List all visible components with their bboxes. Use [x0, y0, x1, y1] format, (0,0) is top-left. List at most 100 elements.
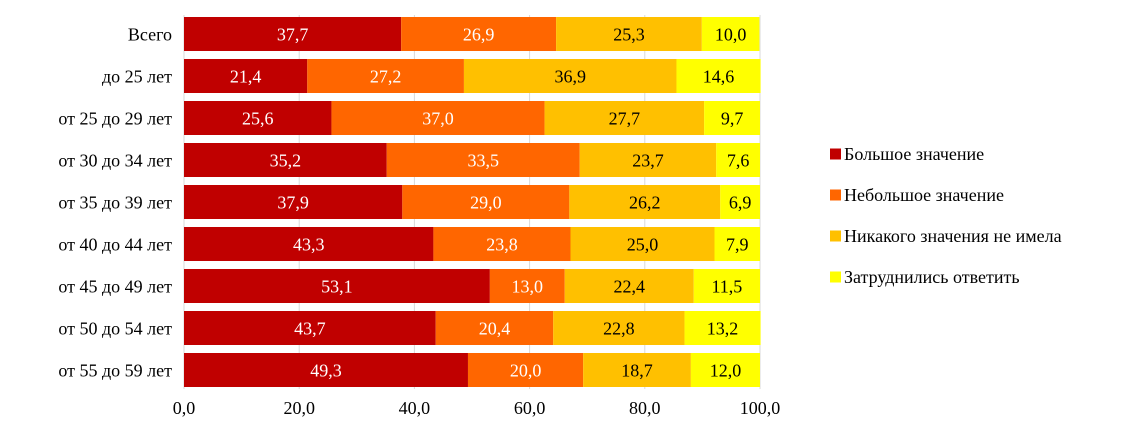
bar-segment	[402, 185, 570, 219]
bar-row: 25,6 37,0 27,7 9,7	[184, 101, 760, 135]
data-label: 27,2	[370, 67, 402, 87]
bar-segment	[184, 101, 332, 135]
bar-segment	[184, 59, 308, 93]
bar-row: 43,3 23,8 25,0 7,9	[184, 227, 760, 261]
data-label: 25,0	[627, 235, 659, 255]
bar-segment	[184, 311, 436, 345]
legend-label: Небольшое значение	[844, 185, 1004, 205]
bar-segment	[676, 59, 761, 93]
data-label: 9,7	[721, 109, 744, 129]
x-tick-label: 100,0	[740, 398, 781, 418]
category-label: от 30 до 34 лет	[58, 151, 172, 171]
bars: 37,7 26,9 25,3 10,0 21,4 27,2 36,9 14,6 25,6 37,0…	[184, 17, 761, 387]
bar-segment	[693, 269, 760, 303]
data-label: 25,6	[242, 109, 274, 129]
legend: Большое значение Небольшое значение Никако…	[830, 144, 1062, 287]
bar-segment	[569, 185, 721, 219]
bar-segment	[556, 17, 702, 51]
bar-segment	[714, 227, 760, 261]
bar-segment	[684, 311, 761, 345]
data-label: 27,7	[609, 109, 641, 129]
data-label: 53,1	[321, 277, 353, 297]
data-label: 37,9	[277, 193, 309, 213]
data-label: 18,7	[621, 361, 653, 381]
data-label: 10,0	[715, 25, 747, 45]
bar-segment	[690, 353, 760, 387]
bar-segment	[704, 101, 760, 135]
data-label: 25,3	[613, 25, 645, 45]
bar-row: 37,9 29,0 26,2 6,9	[184, 185, 760, 219]
data-label: 11,5	[711, 277, 742, 297]
bar-segment	[386, 143, 580, 177]
legend-label: Затруднились ответить	[844, 267, 1020, 287]
data-label: 26,2	[629, 193, 661, 213]
data-label: 14,6	[703, 67, 735, 87]
category-label: от 50 до 54 лет	[58, 319, 172, 339]
legend-swatch	[830, 148, 841, 160]
bar-segment	[701, 17, 760, 51]
data-label: 20,4	[479, 319, 511, 339]
legend-item: Большое значение	[830, 144, 984, 164]
bar-segment	[307, 59, 464, 93]
data-label: 7,9	[726, 235, 749, 255]
data-label: 22,8	[603, 319, 635, 339]
bar-segment	[184, 143, 387, 177]
bar-row: 35,2 33,5 23,7 7,6	[184, 143, 760, 177]
bar-segment	[184, 227, 434, 261]
category-label: от 35 до 39 лет	[58, 193, 172, 213]
legend-label: Никакого значения не имела	[844, 226, 1062, 246]
data-label: 37,7	[277, 25, 309, 45]
bar-segment	[489, 269, 565, 303]
category-label: от 25 до 29 лет	[58, 109, 172, 129]
data-label: 13,2	[707, 319, 739, 339]
bar-segment	[720, 185, 760, 219]
bar-segment	[564, 269, 694, 303]
data-label: 43,3	[293, 235, 325, 255]
bar-segment	[467, 353, 584, 387]
data-label: 12,0	[710, 361, 742, 381]
bar-segment	[583, 353, 691, 387]
legend-label: Большое значение	[844, 144, 984, 164]
data-label: 23,8	[486, 235, 518, 255]
data-label: 35,2	[270, 151, 302, 171]
x-tick-label: 20,0	[283, 398, 315, 418]
x-tick-label: 80,0	[629, 398, 661, 418]
legend-swatch	[830, 189, 841, 201]
data-label: 7,6	[727, 151, 750, 171]
bar-segment	[463, 59, 677, 93]
x-tick-label: 0,0	[173, 398, 196, 418]
bar-segment	[184, 185, 403, 219]
data-label: 33,5	[467, 151, 499, 171]
bar-segment	[184, 353, 468, 387]
data-label: 43,7	[294, 319, 326, 339]
bar-segment	[433, 227, 571, 261]
data-label: 26,9	[463, 25, 495, 45]
x-axis-ticks: 0,0 20,0 40,0 60,0 80,0 100,0	[173, 398, 781, 418]
bar-row: 49,3 20,0 18,7 12,0	[184, 353, 760, 387]
bar-segment	[435, 311, 554, 345]
data-label: 22,4	[613, 277, 645, 297]
data-label: 37,0	[422, 109, 454, 129]
bar-segment	[184, 269, 490, 303]
category-label: от 40 до 44 лет	[58, 235, 172, 255]
bar-segment	[184, 17, 402, 51]
category-labels: Всего до 25 лет от 25 до 29 лет от 30 до 34…	[58, 25, 172, 381]
x-tick-label: 40,0	[399, 398, 431, 418]
bar-segment	[716, 143, 760, 177]
category-label: от 55 до 59 лет	[58, 361, 172, 381]
bar-segment	[553, 311, 685, 345]
bar-row: 53,1 13,0 22,4 11,5	[184, 269, 760, 303]
bar-row: 43,7 20,4 22,8 13,2	[184, 311, 761, 345]
data-label: 36,9	[554, 67, 586, 87]
bar-row: 37,7 26,9 25,3 10,0	[184, 17, 760, 51]
category-label: Всего	[128, 25, 172, 45]
data-label: 13,0	[512, 277, 544, 297]
legend-item: Никакого значения не имела	[830, 226, 1062, 246]
bar-segment	[331, 101, 545, 135]
data-label: 23,7	[632, 151, 664, 171]
category-label: от 45 до 49 лет	[58, 277, 172, 297]
bar-segment	[570, 227, 715, 261]
bar-segment	[579, 143, 717, 177]
data-label: 49,3	[310, 361, 342, 381]
data-label: 29,0	[470, 193, 502, 213]
